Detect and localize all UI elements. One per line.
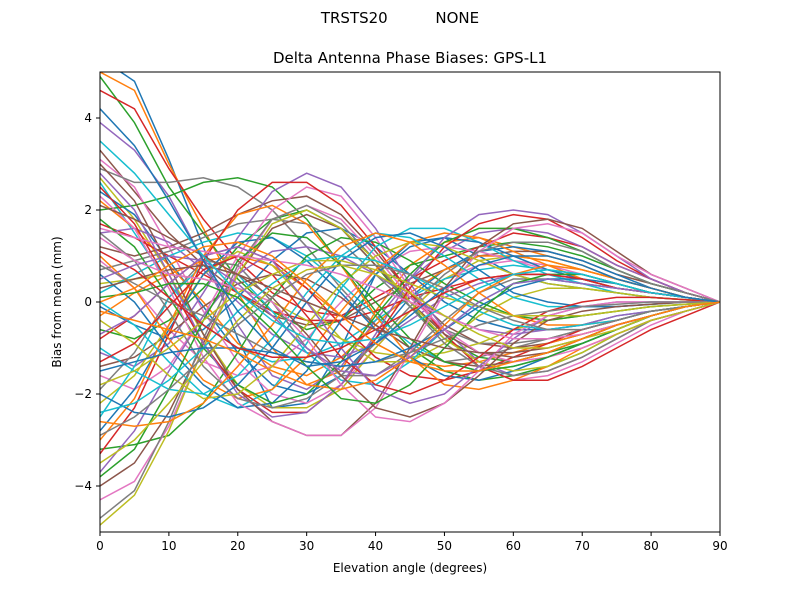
series-line-59 [100,259,720,386]
x-tick-label: 20 [230,539,245,553]
x-tick-label: 10 [161,539,176,553]
x-tick-label: 90 [712,539,727,553]
x-tick-label: 80 [643,539,658,553]
y-tick-label: −2 [74,387,92,401]
y-tick-label: 0 [84,295,92,309]
series-line-70 [100,140,720,345]
y-axis-label: Bias from mean (mm) [50,236,64,368]
series-line-71 [100,108,720,368]
series-line-68 [100,264,720,437]
series-line-48 [100,232,720,409]
x-tick-label: 40 [368,539,383,553]
series-lines [100,72,720,526]
chart-title: Delta Antenna Phase Biases: GPS-L1 [272,49,548,67]
y-tick-label: 2 [84,203,92,217]
x-tick-label: 30 [299,539,314,553]
axis-ticks: 0 10 20 30 40 50 60 70 80 90 −4 −2 0 2 4 [74,111,727,553]
x-axis-label: Elevation angle (degrees) [332,561,488,575]
series-line-69 [100,264,720,464]
y-tick-label: −4 [74,479,92,493]
series-line-54 [100,255,720,395]
x-tick-label: 70 [575,539,590,553]
series-line-58 [100,264,720,368]
y-tick-label: 4 [84,111,92,125]
x-tick-label: 60 [506,539,521,553]
x-tick-label: 50 [437,539,452,553]
series-line-57 [100,236,720,423]
series-line-72 [100,241,720,372]
series-line-56 [100,264,720,418]
x-tick-label: 0 [96,539,104,553]
figure-suptitle: TRSTS20 NONE [320,9,480,27]
